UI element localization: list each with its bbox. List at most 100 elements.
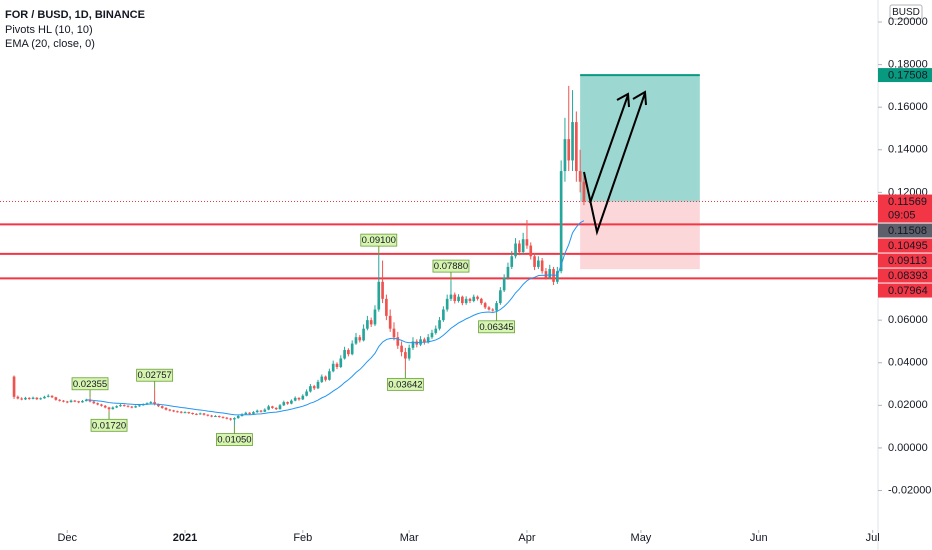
indicator-label: EMA (20, close, 0) [5,38,95,50]
candle-body [210,415,213,417]
pivot-box [432,259,470,273]
candle-body [537,260,540,267]
candle-body [157,404,160,407]
candle-body [65,401,69,403]
pivot-box [360,233,398,247]
candle-body [27,397,31,399]
candle-body [377,281,381,310]
drawn-arrows [583,90,647,236]
candle-body [510,256,514,267]
candle-body [229,418,232,420]
candle-body [274,407,278,410]
y-tick-label: 0.20000 [888,16,928,28]
candle-body [31,397,35,399]
pivot-label: 0.03642 [388,379,422,390]
y-tick-label: -0.02000 [888,484,931,496]
price-tag-label: 0.08393 [888,270,928,282]
candle-body [100,404,103,406]
candle-body [347,349,350,355]
candle-body [438,320,441,329]
pivot-label: 0.09100 [362,235,396,246]
candle-body [464,298,468,304]
price-tag-label: 0.09113 [888,255,927,267]
candle-body [69,400,73,403]
candle-body [548,269,552,278]
x-tick-label: Jul [866,532,880,544]
candle-body [84,399,88,402]
candle-body [449,294,453,299]
candle-body [168,409,172,411]
candle-body [198,413,202,415]
candle-body [540,260,544,272]
candle-body [354,337,358,344]
candle-body [103,405,107,408]
candle-body [559,171,563,272]
candle-body [328,371,331,380]
candle-body [202,413,206,415]
pivot-label: 0.01050 [217,435,251,446]
y-tick-label: 0.00000 [888,442,928,454]
x-tick-label: May [631,532,652,544]
candle-body [195,413,198,415]
candle-body [396,337,400,346]
candle-body [385,298,388,316]
candle-body [582,181,586,202]
candle-body [350,343,354,355]
y-tick-label: 0.14000 [888,144,928,156]
candle-body [115,406,118,408]
currency-label[interactable]: BUSD [892,7,920,18]
candle-body [442,309,445,321]
candle-body [271,406,274,408]
candle-body [35,397,39,400]
price-tag [878,253,932,268]
candle-body [255,410,259,413]
candle-body [400,345,403,353]
candle-body [107,407,111,410]
ema-line [86,220,585,416]
candle-body [575,122,578,172]
price-tag [878,223,932,238]
candle-body [248,412,251,414]
candle-body [217,415,221,417]
currency-box[interactable] [889,4,923,20]
candle-body [487,307,491,310]
candle-body [407,347,411,359]
pivot-box [216,433,253,446]
price-tag-label: 0.17508 [888,69,928,81]
candle-body [495,303,498,311]
candle-body [567,139,571,161]
candle-body [544,271,548,278]
countdown-label: 09:05 [888,209,916,221]
candle-body [122,405,126,407]
price-tag-label: 0.11508 [888,225,927,237]
candle-body [293,397,297,401]
candle-body [404,352,407,359]
candle-body [130,406,134,408]
candle-body [320,376,324,382]
candle-body [316,381,320,389]
pivot-label: 0.07880 [434,261,468,272]
price-tag [878,283,932,298]
arrow-head [616,92,630,108]
candle-body [468,298,472,301]
pivot-box [71,377,109,391]
candle-body [502,277,506,291]
x-tick-label: Dec [57,532,77,544]
pivot-label: 0.06345 [479,322,513,333]
candle-body [480,298,483,304]
candle-body [267,406,270,410]
candle-body [533,256,536,267]
candle-body [499,290,502,304]
candle-body [54,397,58,400]
candle-body [43,396,46,399]
candle-body [362,328,365,341]
candle-body [12,376,16,397]
candle-body [183,412,187,414]
candle-body [461,296,464,304]
candle-body [426,337,430,343]
candle-body [160,406,164,408]
x-tick-label: Feb [293,532,312,544]
candle-body [263,409,267,412]
price-tag-label: 0.07964 [888,285,928,297]
price-tag [878,68,932,83]
